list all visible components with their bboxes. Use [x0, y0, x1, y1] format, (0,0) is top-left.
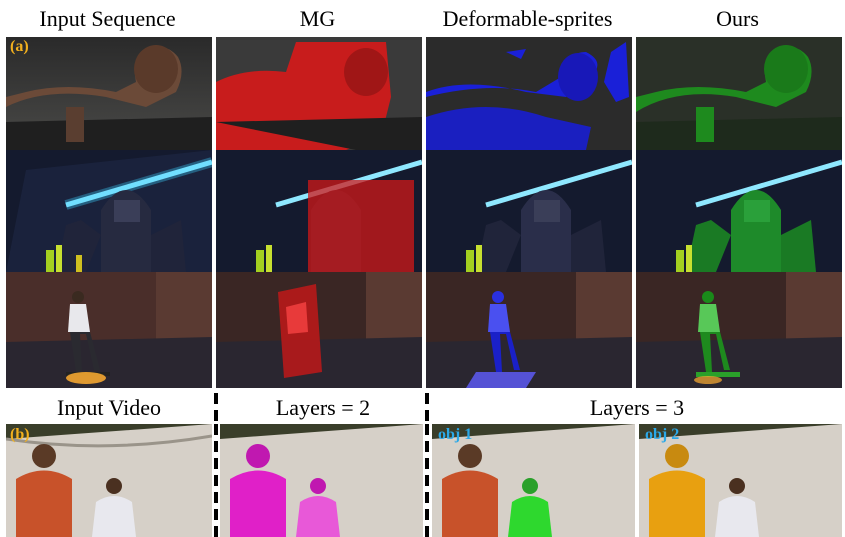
panel-b-tag: (b) — [10, 426, 30, 443]
frame-hood-mg — [216, 150, 422, 272]
divider-top-a — [214, 393, 218, 423]
header-layers-2: Layers = 2 — [275, 395, 371, 420]
frame-pushup-sprites — [426, 37, 632, 150]
obj1-tag: obj 1 — [438, 426, 473, 443]
frame-skate-sprites — [426, 272, 632, 388]
header-mg: MG — [299, 6, 336, 31]
divider-left — [214, 424, 218, 537]
header-deformable-sprites: Deformable-sprites — [442, 6, 613, 31]
divider-right — [425, 424, 429, 537]
header-input-video: Input Video — [57, 395, 161, 420]
header-ours: Ours — [716, 6, 759, 31]
frame-skate-ours — [636, 272, 842, 388]
frame-pushup-ours — [636, 37, 842, 150]
frame-hood-ours — [636, 150, 842, 272]
frame-pushup-input — [6, 37, 212, 150]
panel-a-tag: (a) — [10, 38, 29, 55]
frame-b-input — [6, 424, 212, 537]
obj2-tag: obj 2 — [645, 426, 680, 443]
frame-hood-input — [6, 150, 212, 272]
header-layers-3: Layers = 3 — [589, 395, 685, 420]
header-input-sequence: Input Sequence — [39, 6, 176, 31]
frame-hood-sprites — [426, 150, 632, 272]
frame-b-layers2 — [220, 424, 423, 537]
frame-b-obj2: obj 2 — [639, 424, 842, 537]
divider-top-b — [425, 393, 429, 423]
frame-pushup-mg — [216, 37, 422, 150]
frame-skate-input — [6, 272, 212, 388]
frame-skate-mg — [216, 272, 422, 388]
frame-b-obj1: obj 1 — [432, 424, 635, 537]
